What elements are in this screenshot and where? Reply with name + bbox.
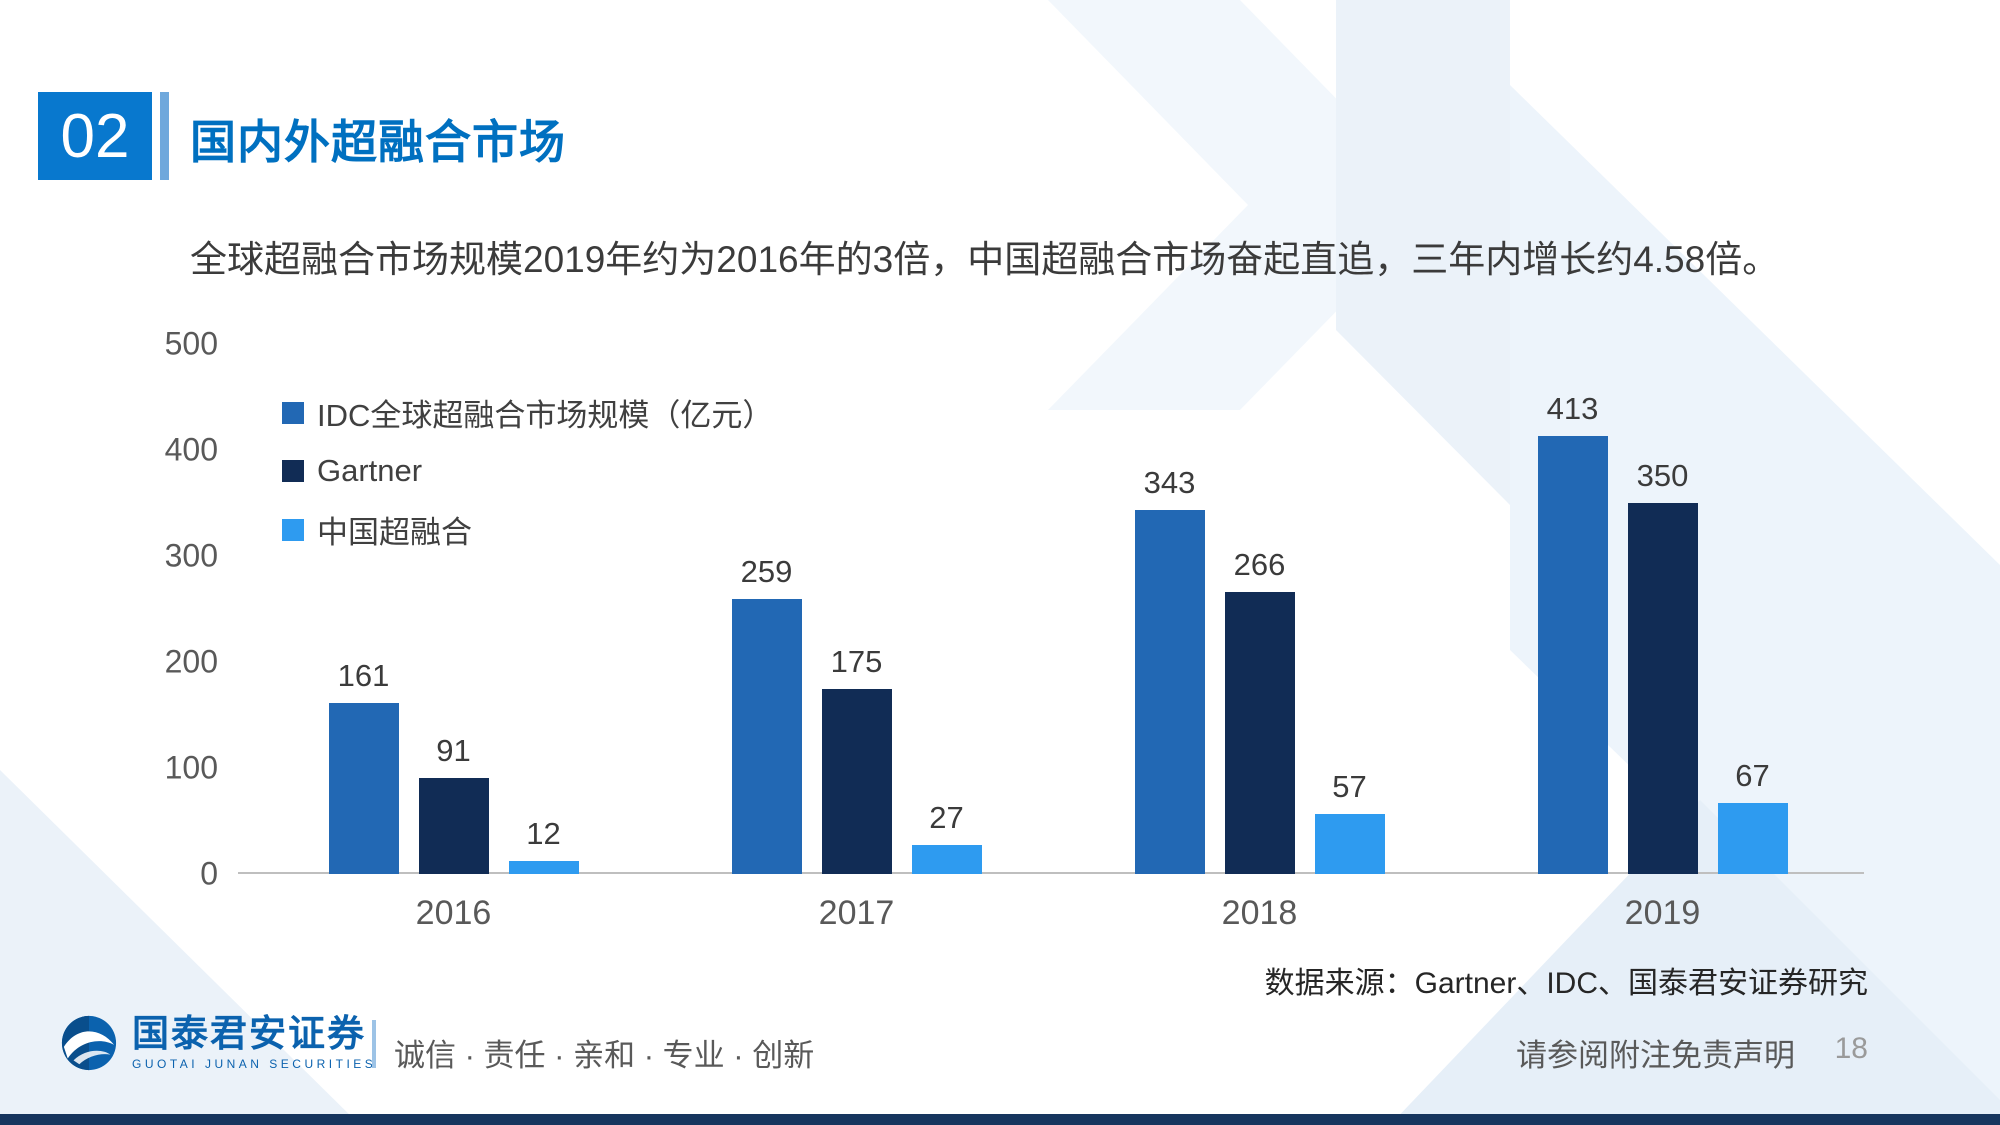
bar-cell: 12	[508, 344, 579, 874]
bar-cell: 161	[328, 344, 399, 874]
y-axis-tick: 500	[164, 325, 218, 362]
legend-label: IDC全球超融合市场规模（亿元）	[317, 398, 774, 433]
bar-groups: 161 91 12 259 175 27 343 266 57 413 350 67	[252, 344, 1864, 874]
logo-text-block: 国泰君安证券 GUOTAI JUNAN SECURITIES	[132, 1013, 377, 1072]
bar-value-label: 175	[830, 643, 883, 679]
logo-icon	[61, 1015, 117, 1071]
y-axis-tick: 300	[164, 537, 218, 574]
bar-group-2016: 161 91 12	[252, 344, 655, 874]
bar-series1-2018	[1134, 510, 1205, 874]
bar-series2-2017	[821, 688, 892, 874]
bar-series3-2018	[1314, 813, 1385, 874]
bar-series2-2018	[1224, 592, 1295, 874]
bar-value-label: 343	[1143, 465, 1196, 501]
bar-value-label: 413	[1546, 391, 1599, 427]
bar-series1-2019	[1537, 436, 1608, 874]
legend-swatch	[282, 518, 304, 541]
logo-name: 国泰君安证券	[132, 1013, 366, 1055]
bar-cell: 67	[1717, 344, 1788, 874]
bar-value-label: 161	[337, 658, 390, 694]
bar-cell: 57	[1314, 344, 1385, 874]
bar-chart: 0 100 200 300 400 500 161 91 12 259 175 27 343 266 57…	[165, 326, 1864, 932]
bar-series2-2019	[1627, 503, 1698, 874]
title-accent-bar	[160, 92, 169, 180]
bar-series2-2016	[418, 777, 489, 874]
bar-series3-2016	[508, 861, 579, 874]
data-source: 数据来源：Gartner、IDC、国泰君安证券研究	[1264, 967, 1868, 1000]
legend-label: Gartner	[317, 453, 423, 488]
bar-group-2018: 343 266 57	[1058, 344, 1461, 874]
footer-divider	[372, 1020, 376, 1068]
x-axis-label: 2017	[818, 894, 895, 932]
x-axis-label: 2018	[1221, 894, 1298, 932]
footer-slogan: 诚信 · 责任 · 亲和 · 专业 · 创新	[394, 1038, 815, 1073]
footer-disclaimer: 请参阅附注免责声明	[1516, 1038, 1795, 1073]
bar-value-label: 350	[1636, 458, 1689, 493]
bar-series1-2016	[328, 703, 399, 874]
bar-value-label: 266	[1233, 547, 1286, 583]
x-axis-line	[238, 872, 1864, 874]
legend-item: IDC全球超融合市场规模（亿元）	[282, 390, 773, 435]
company-logo: 国泰君安证券 GUOTAI JUNAN SECURITIES	[60, 1014, 376, 1072]
bar-cell: 91	[418, 344, 489, 874]
bar-value-label: 57	[1332, 768, 1367, 804]
bar-series1-2017	[731, 599, 802, 874]
bar-group-2017: 259 175 27	[655, 344, 1058, 874]
bar-cell: 259	[731, 344, 802, 874]
legend-item: 中国超融合	[282, 507, 773, 552]
x-axis-label: 2016	[415, 894, 492, 932]
bar-cell: 266	[1224, 344, 1295, 874]
chart-legend: IDC全球超融合市场规模（亿元） Gartner 中国超融合	[282, 390, 773, 552]
bar-value-label: 27	[929, 800, 964, 836]
x-axis-label: 2019	[1624, 894, 1701, 932]
bar-group-2019: 413 350 67	[1461, 344, 1864, 874]
bar-series3-2017	[911, 845, 982, 874]
bar-value-label: 91	[436, 732, 471, 768]
bottom-accent-bar	[0, 1114, 2000, 1125]
bar-cell: 350	[1627, 344, 1698, 874]
legend-item: Gartner	[282, 453, 773, 489]
bar-series3-2019	[1717, 802, 1788, 874]
page-number: 18	[1834, 1032, 1868, 1065]
section-number: 02	[38, 92, 152, 180]
bar-cell: 175	[821, 344, 892, 874]
bar-value-label: 12	[526, 816, 561, 852]
bar-cell: 343	[1134, 344, 1205, 874]
logo-name-en: GUOTAI JUNAN SECURITIES	[132, 1057, 377, 1072]
legend-label: 中国超融合	[317, 515, 472, 550]
x-axis-labels: 2016 2017 2018 2019	[252, 894, 1864, 933]
y-axis-tick: 100	[164, 749, 218, 786]
bar-cell: 27	[911, 344, 982, 874]
y-axis-tick: 0	[200, 855, 218, 892]
page-title: 国内外超融合市场	[190, 116, 566, 168]
y-axis-tick: 400	[164, 431, 218, 468]
bar-cell: 413	[1537, 344, 1608, 874]
intro-text: 全球超融合市场规模2019年约为2016年的3倍，中国超融合市场奋起直追，三年内…	[190, 239, 1780, 280]
legend-swatch	[282, 460, 304, 482]
y-axis: 0 100 200 300 400 500	[132, 326, 232, 892]
bar-value-label: 67	[1735, 757, 1770, 793]
bar-value-label: 259	[740, 554, 793, 590]
y-axis-tick: 200	[164, 643, 218, 680]
legend-swatch	[282, 401, 304, 424]
